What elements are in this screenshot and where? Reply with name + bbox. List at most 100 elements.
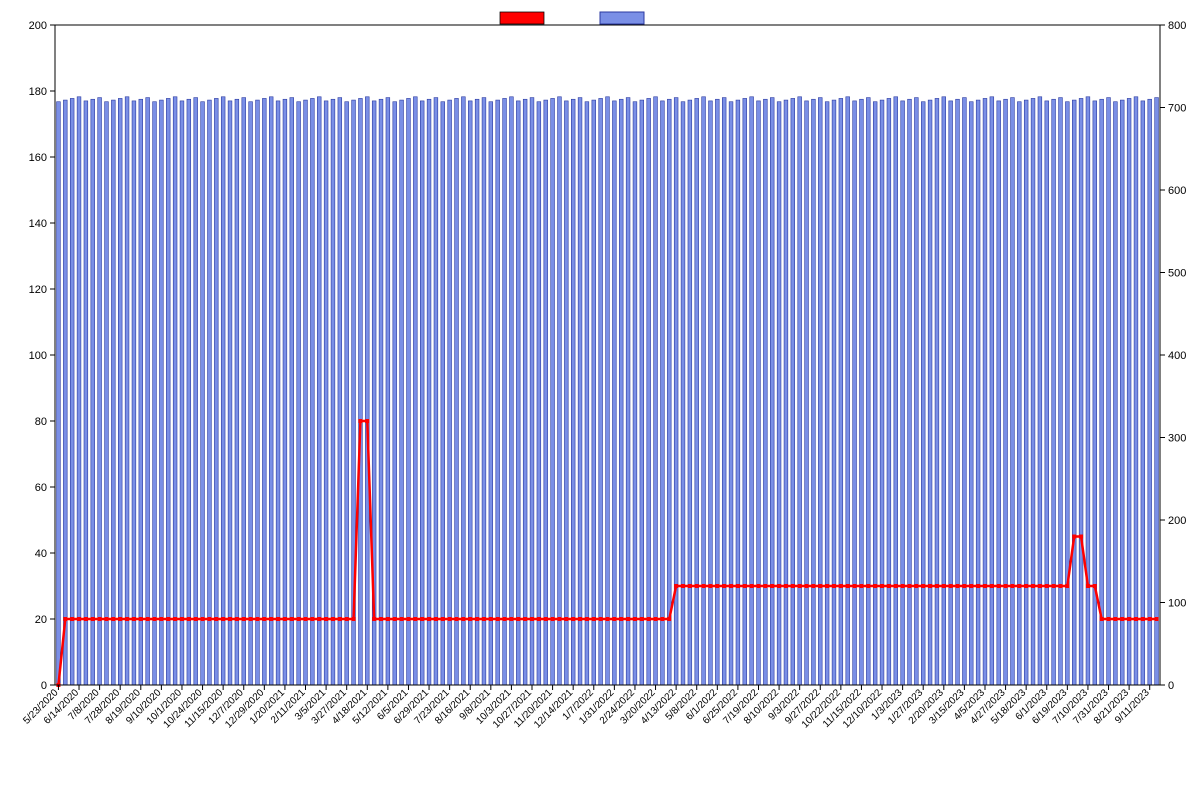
bar — [805, 101, 809, 685]
line-marker — [98, 617, 102, 621]
line-marker — [962, 584, 966, 588]
bar — [91, 99, 95, 685]
bar — [173, 97, 177, 685]
bar — [983, 98, 987, 685]
line-marker — [647, 617, 651, 621]
bar — [242, 98, 246, 685]
bar — [441, 102, 445, 685]
line-marker — [455, 617, 459, 621]
bar — [1086, 97, 1090, 685]
line-marker — [475, 617, 479, 621]
line-marker — [914, 584, 918, 588]
bar — [214, 98, 218, 685]
bar — [990, 97, 994, 685]
line-marker — [207, 617, 211, 621]
line-marker — [255, 617, 259, 621]
line-marker — [997, 584, 1001, 588]
bar — [139, 99, 143, 685]
bar — [420, 101, 424, 685]
line-marker — [640, 617, 644, 621]
line-marker — [907, 584, 911, 588]
bar — [606, 97, 610, 685]
line-marker — [859, 584, 863, 588]
bar — [70, 98, 74, 685]
left-tick-label: 200 — [29, 20, 47, 32]
bar — [338, 98, 342, 685]
bar — [63, 100, 67, 685]
line-marker — [551, 617, 555, 621]
line-marker — [633, 617, 637, 621]
line-marker — [956, 584, 960, 588]
line-marker — [770, 584, 774, 588]
bar — [784, 100, 788, 685]
bar — [256, 100, 260, 685]
line-marker — [489, 617, 493, 621]
bar — [276, 101, 280, 685]
line-marker — [928, 584, 932, 588]
line-marker — [345, 617, 349, 621]
bar — [729, 102, 733, 685]
bar — [612, 101, 616, 685]
left-tick-label: 160 — [29, 152, 47, 164]
line-marker — [1100, 617, 1104, 621]
left-tick-label: 120 — [29, 284, 47, 296]
bar — [901, 101, 905, 685]
bar — [743, 98, 747, 685]
line-marker — [310, 617, 314, 621]
bar — [846, 97, 850, 685]
bar — [887, 98, 891, 685]
legend-swatch-line — [500, 12, 544, 24]
bar — [510, 97, 514, 685]
line-marker — [324, 617, 328, 621]
bar — [503, 98, 507, 685]
bar — [812, 99, 816, 685]
line-marker — [139, 617, 143, 621]
line-marker — [853, 584, 857, 588]
bar — [695, 98, 699, 685]
bar — [413, 97, 417, 685]
chart-svg: 0204060801001201401601802000100200300400… — [0, 0, 1200, 800]
line-marker — [91, 617, 95, 621]
line-marker — [146, 617, 150, 621]
line-marker — [983, 584, 987, 588]
bar — [1141, 101, 1145, 685]
line-marker — [805, 584, 809, 588]
bar — [84, 101, 88, 685]
bar — [111, 100, 115, 685]
line-marker — [1038, 584, 1042, 588]
line-marker — [846, 584, 850, 588]
bar — [880, 100, 884, 685]
bar — [1031, 98, 1035, 685]
bar — [249, 102, 253, 685]
bar — [564, 101, 568, 685]
line-marker — [791, 584, 795, 588]
line-marker — [969, 584, 973, 588]
bar — [400, 100, 404, 685]
line-marker — [530, 617, 534, 621]
line-marker — [626, 617, 630, 621]
right-tick-label: 200 — [1168, 515, 1186, 527]
bar — [125, 97, 129, 685]
bar — [530, 98, 534, 685]
line-marker — [688, 584, 692, 588]
bar — [688, 100, 692, 685]
bar — [736, 100, 740, 685]
line-marker — [873, 584, 877, 588]
bar — [262, 98, 266, 685]
bar — [551, 98, 555, 685]
right-tick-label: 400 — [1168, 350, 1186, 362]
line-marker — [715, 584, 719, 588]
left-tick-label: 180 — [29, 86, 47, 98]
bar — [681, 102, 685, 685]
bar — [757, 101, 761, 685]
bar — [1065, 102, 1069, 685]
bar — [434, 98, 438, 685]
line-marker — [400, 617, 404, 621]
bar — [448, 100, 452, 685]
bar — [654, 97, 658, 685]
bar — [475, 99, 479, 685]
line-marker — [1113, 617, 1117, 621]
bar — [544, 100, 548, 685]
line-marker — [468, 617, 472, 621]
bar — [393, 102, 397, 685]
